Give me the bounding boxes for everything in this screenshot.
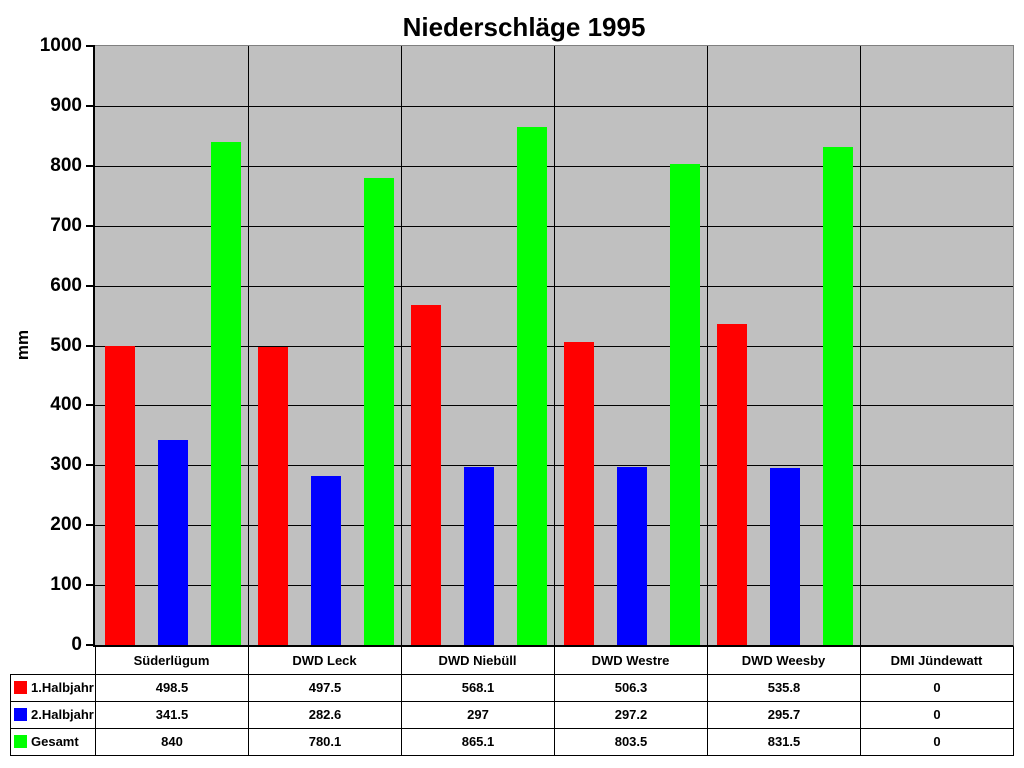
- bar-2halbjahr-2: [311, 476, 341, 645]
- bar-1halbjahr-2: [258, 347, 288, 645]
- table-value-cell: 535.8: [707, 675, 860, 701]
- table-value-cell: 865.1: [401, 729, 554, 755]
- category-divider-stub: [248, 647, 249, 674]
- legend-label: Gesamt: [31, 734, 79, 749]
- category-label: Süderlügum: [133, 653, 210, 668]
- table-value-cell: 498.5: [95, 675, 248, 701]
- bar-gesamt-1: [211, 142, 241, 645]
- bar-2halbjahr-1: [158, 440, 188, 645]
- table-value-cell: 840: [95, 729, 248, 755]
- legend-cell: Gesamt: [11, 729, 95, 755]
- category-divider-stub: [401, 647, 402, 674]
- y-axis-tick-label: 400: [50, 394, 82, 415]
- table-value-cell: 341.5: [95, 702, 248, 728]
- table-value-cell: 0: [860, 675, 1013, 701]
- legend-label: 1.Halbjahr: [31, 680, 94, 695]
- y-axis-tick: [86, 524, 95, 526]
- y-axis-tick-label: 500: [50, 335, 82, 356]
- category-divider-stub: [707, 647, 708, 674]
- y-axis-tick: [86, 404, 95, 406]
- table-row: 2.Halbjahr 341.5 282.6 297 297.2 295.7 0: [11, 701, 1013, 728]
- category-label: DMI Jündewatt: [890, 653, 983, 668]
- y-axis-tick: [86, 285, 95, 287]
- bar-gesamt-4: [670, 164, 700, 645]
- category-label: DWD Niebüll: [438, 653, 517, 668]
- legend-cell: 2.Halbjahr: [11, 702, 95, 728]
- y-axis-tick: [86, 165, 95, 167]
- category-divider-stub: [554, 647, 555, 674]
- y-axis-tick: [86, 644, 95, 646]
- table-value-cell: 295.7: [707, 702, 860, 728]
- table-value-cell: 0: [860, 729, 1013, 755]
- y-axis-tick-label: 700: [50, 215, 82, 236]
- legend-swatch-gesamt: [14, 735, 27, 748]
- y-axis-tick-label: 900: [50, 95, 82, 116]
- bar-2halbjahr-3: [464, 467, 494, 645]
- table-value-cell: 282.6: [248, 702, 401, 728]
- category-label: DWD Leck: [292, 653, 357, 668]
- bar-gesamt-3: [517, 127, 547, 645]
- y-axis-tick-label: 800: [50, 155, 82, 176]
- category-label: DWD Westre: [591, 653, 670, 668]
- category-divider: [554, 46, 555, 645]
- category-divider: [707, 46, 708, 645]
- bar-1halbjahr-5: [717, 324, 747, 645]
- y-axis-tick: [86, 105, 95, 107]
- legend-swatch-1halbjahr: [14, 681, 27, 694]
- bar-gesamt-5: [823, 147, 853, 645]
- table-value-cell: 497.5: [248, 675, 401, 701]
- category-label: DWD Weesby: [741, 653, 826, 668]
- table-value-cell: 297: [401, 702, 554, 728]
- y-axis-tick: [86, 584, 95, 586]
- category-divider: [860, 46, 861, 645]
- category-divider-stub: [860, 647, 861, 674]
- category-divider-stub: [95, 647, 96, 674]
- y-axis-tick: [86, 225, 95, 227]
- chart-title: Niederschläge 1995: [402, 12, 646, 42]
- table-value-cell: 780.1: [248, 729, 401, 755]
- plot-area: [93, 45, 1014, 647]
- legend-swatch-2halbjahr: [14, 708, 27, 721]
- legend-label: 2.Halbjahr: [31, 707, 94, 722]
- table-value-cell: 803.5: [554, 729, 707, 755]
- y-axis-tick-label: 1000: [39, 35, 82, 56]
- bar-1halbjahr-1: [105, 346, 135, 645]
- table-row: Gesamt 840 780.1 865.1 803.5 831.5 0: [11, 728, 1013, 755]
- category-divider: [248, 46, 249, 645]
- table-value-cell: 0: [860, 702, 1013, 728]
- bar-1halbjahr-4: [564, 342, 594, 645]
- bar-gesamt-2: [364, 178, 394, 645]
- table-value-cell: 568.1: [401, 675, 554, 701]
- data-table: 1.Halbjahr 498.5 497.5 568.1 506.3 535.8 0 2.Ha…: [10, 674, 1014, 756]
- y-axis-tick: [86, 464, 95, 466]
- table-value-cell: 506.3: [554, 675, 707, 701]
- table-value-cell: 297.2: [554, 702, 707, 728]
- category-divider-stub: [1013, 647, 1014, 674]
- table-row: 1.Halbjahr 498.5 497.5 568.1 506.3 535.8 0: [11, 675, 1013, 701]
- y-axis-tick-label: 100: [50, 574, 82, 595]
- y-axis-tick: [86, 345, 95, 347]
- y-axis-tick-label: 200: [50, 514, 82, 535]
- legend-cell: 1.Halbjahr: [11, 675, 95, 701]
- bar-1halbjahr-3: [411, 305, 441, 645]
- bar-2halbjahr-4: [617, 467, 647, 645]
- category-divider: [401, 46, 402, 645]
- y-axis-tick-label: 0: [71, 634, 82, 655]
- y-axis-tick-label: 600: [50, 275, 82, 296]
- y-axis-tick: [86, 45, 95, 47]
- y-axis-tick-label: 300: [50, 454, 82, 475]
- bar-2halbjahr-5: [770, 468, 800, 645]
- table-value-cell: 831.5: [707, 729, 860, 755]
